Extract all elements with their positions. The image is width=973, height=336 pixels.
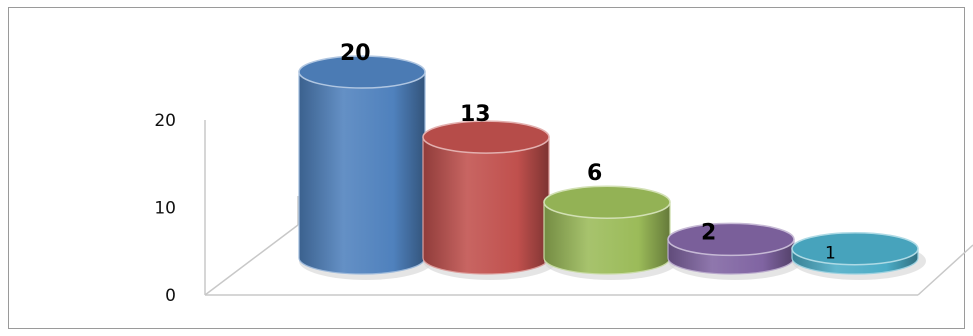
bar-4	[667, 222, 802, 280]
bar-3	[543, 185, 678, 280]
data-labels: 20 13 6 2 1	[340, 41, 836, 264]
y-axis-ticks: 0 10 20	[154, 111, 176, 306]
bar-body	[422, 136, 550, 275]
y-tick-label: 0	[165, 286, 176, 306]
bar-body	[298, 71, 426, 275]
bar-top	[422, 120, 550, 154]
bar-body	[543, 201, 671, 275]
bar-5	[791, 231, 926, 280]
bar-top	[667, 222, 795, 257]
floor-left-edge	[204, 224, 299, 296]
bar-top	[543, 185, 671, 219]
bar-2	[422, 120, 557, 280]
data-label: 13	[460, 102, 491, 127]
bar-series	[298, 55, 926, 280]
chart-axes	[204, 120, 973, 296]
bar-1	[298, 55, 433, 280]
data-label: 6	[587, 161, 602, 186]
bar-top	[298, 55, 426, 89]
data-label: 1	[825, 244, 836, 264]
bar-top	[791, 231, 919, 266]
y-tick-label: 10	[154, 199, 176, 219]
y-tick-label: 20	[154, 111, 176, 131]
floor-right-edge	[917, 244, 973, 296]
data-label: 20	[340, 41, 371, 66]
data-label: 2	[701, 220, 716, 245]
